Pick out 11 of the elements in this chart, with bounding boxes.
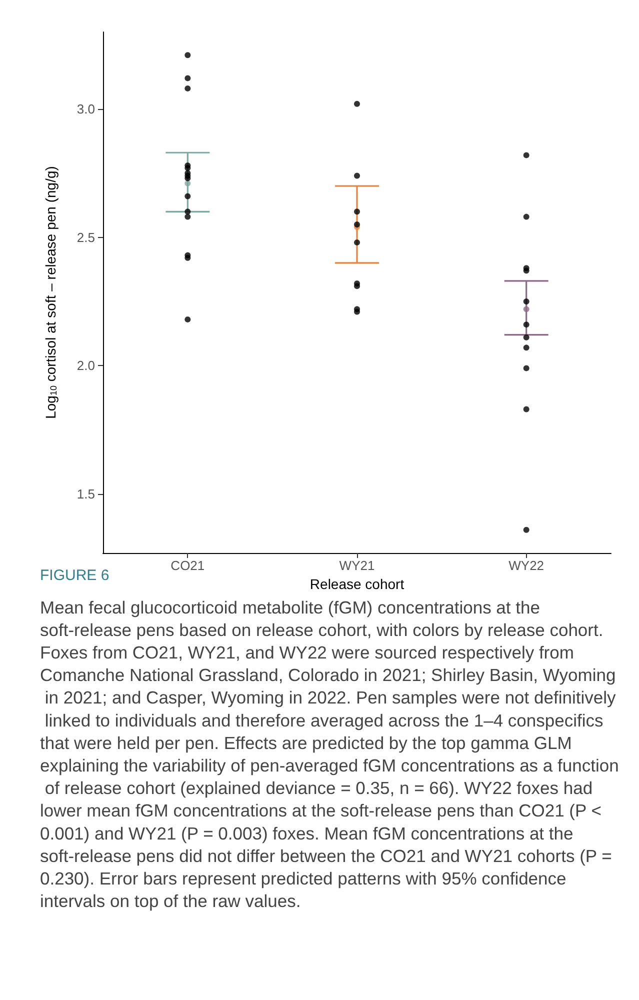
x-tick-label: WY21 (339, 558, 375, 573)
y-axis-title: Log10 cortisol at soft – release pen (ng/g) (42, 166, 58, 419)
y-tick-label: 3.0 (76, 101, 95, 116)
text: Mean fecal glucocorticoid metabolite (fGM) concentrations at the soft-release pens based on release cohort, with colors by release cohort. Foxes from CO21, WY21, and WY22 were sourced respectively from Comanche National Grassland, Colorado in 2021; Shirley Basin, Wyoming in 2021; and Casper, Wyoming in 2022. Pen samples were not definitively linked to individuals and therefore averaged across the 1–4 conspecifics that were held per pen. Effects are predicted by the top gamma GLM explaining the variability of pen-averaged fGM concentrations as a function of release cohort (explained deviance = 0.35, n = 66). WY22 foxes had lower mean fGM concentrations at the soft-release pens than CO21 (P < 0.001) and WY21 (P = 0.003) foxes. Mean fGM concentrations at the soft-release pens did not differ between the CO21 and WY21 cohorts (P = 0.230). Error bars represent predicted patterns with 95% confidence intervals on top of the raw values. (40, 597, 619, 912)
text: FIGURE 6 (40, 567, 110, 584)
x-axis-title: Release cohort (310, 576, 404, 592)
y-tick-label: 2.5 (76, 230, 95, 245)
x-tick-label: WY22 (508, 558, 544, 573)
y-tick-label: 1.5 (76, 486, 95, 502)
y-tick-label: 2.0 (76, 358, 95, 374)
x-tick-label: CO21 (170, 558, 205, 573)
